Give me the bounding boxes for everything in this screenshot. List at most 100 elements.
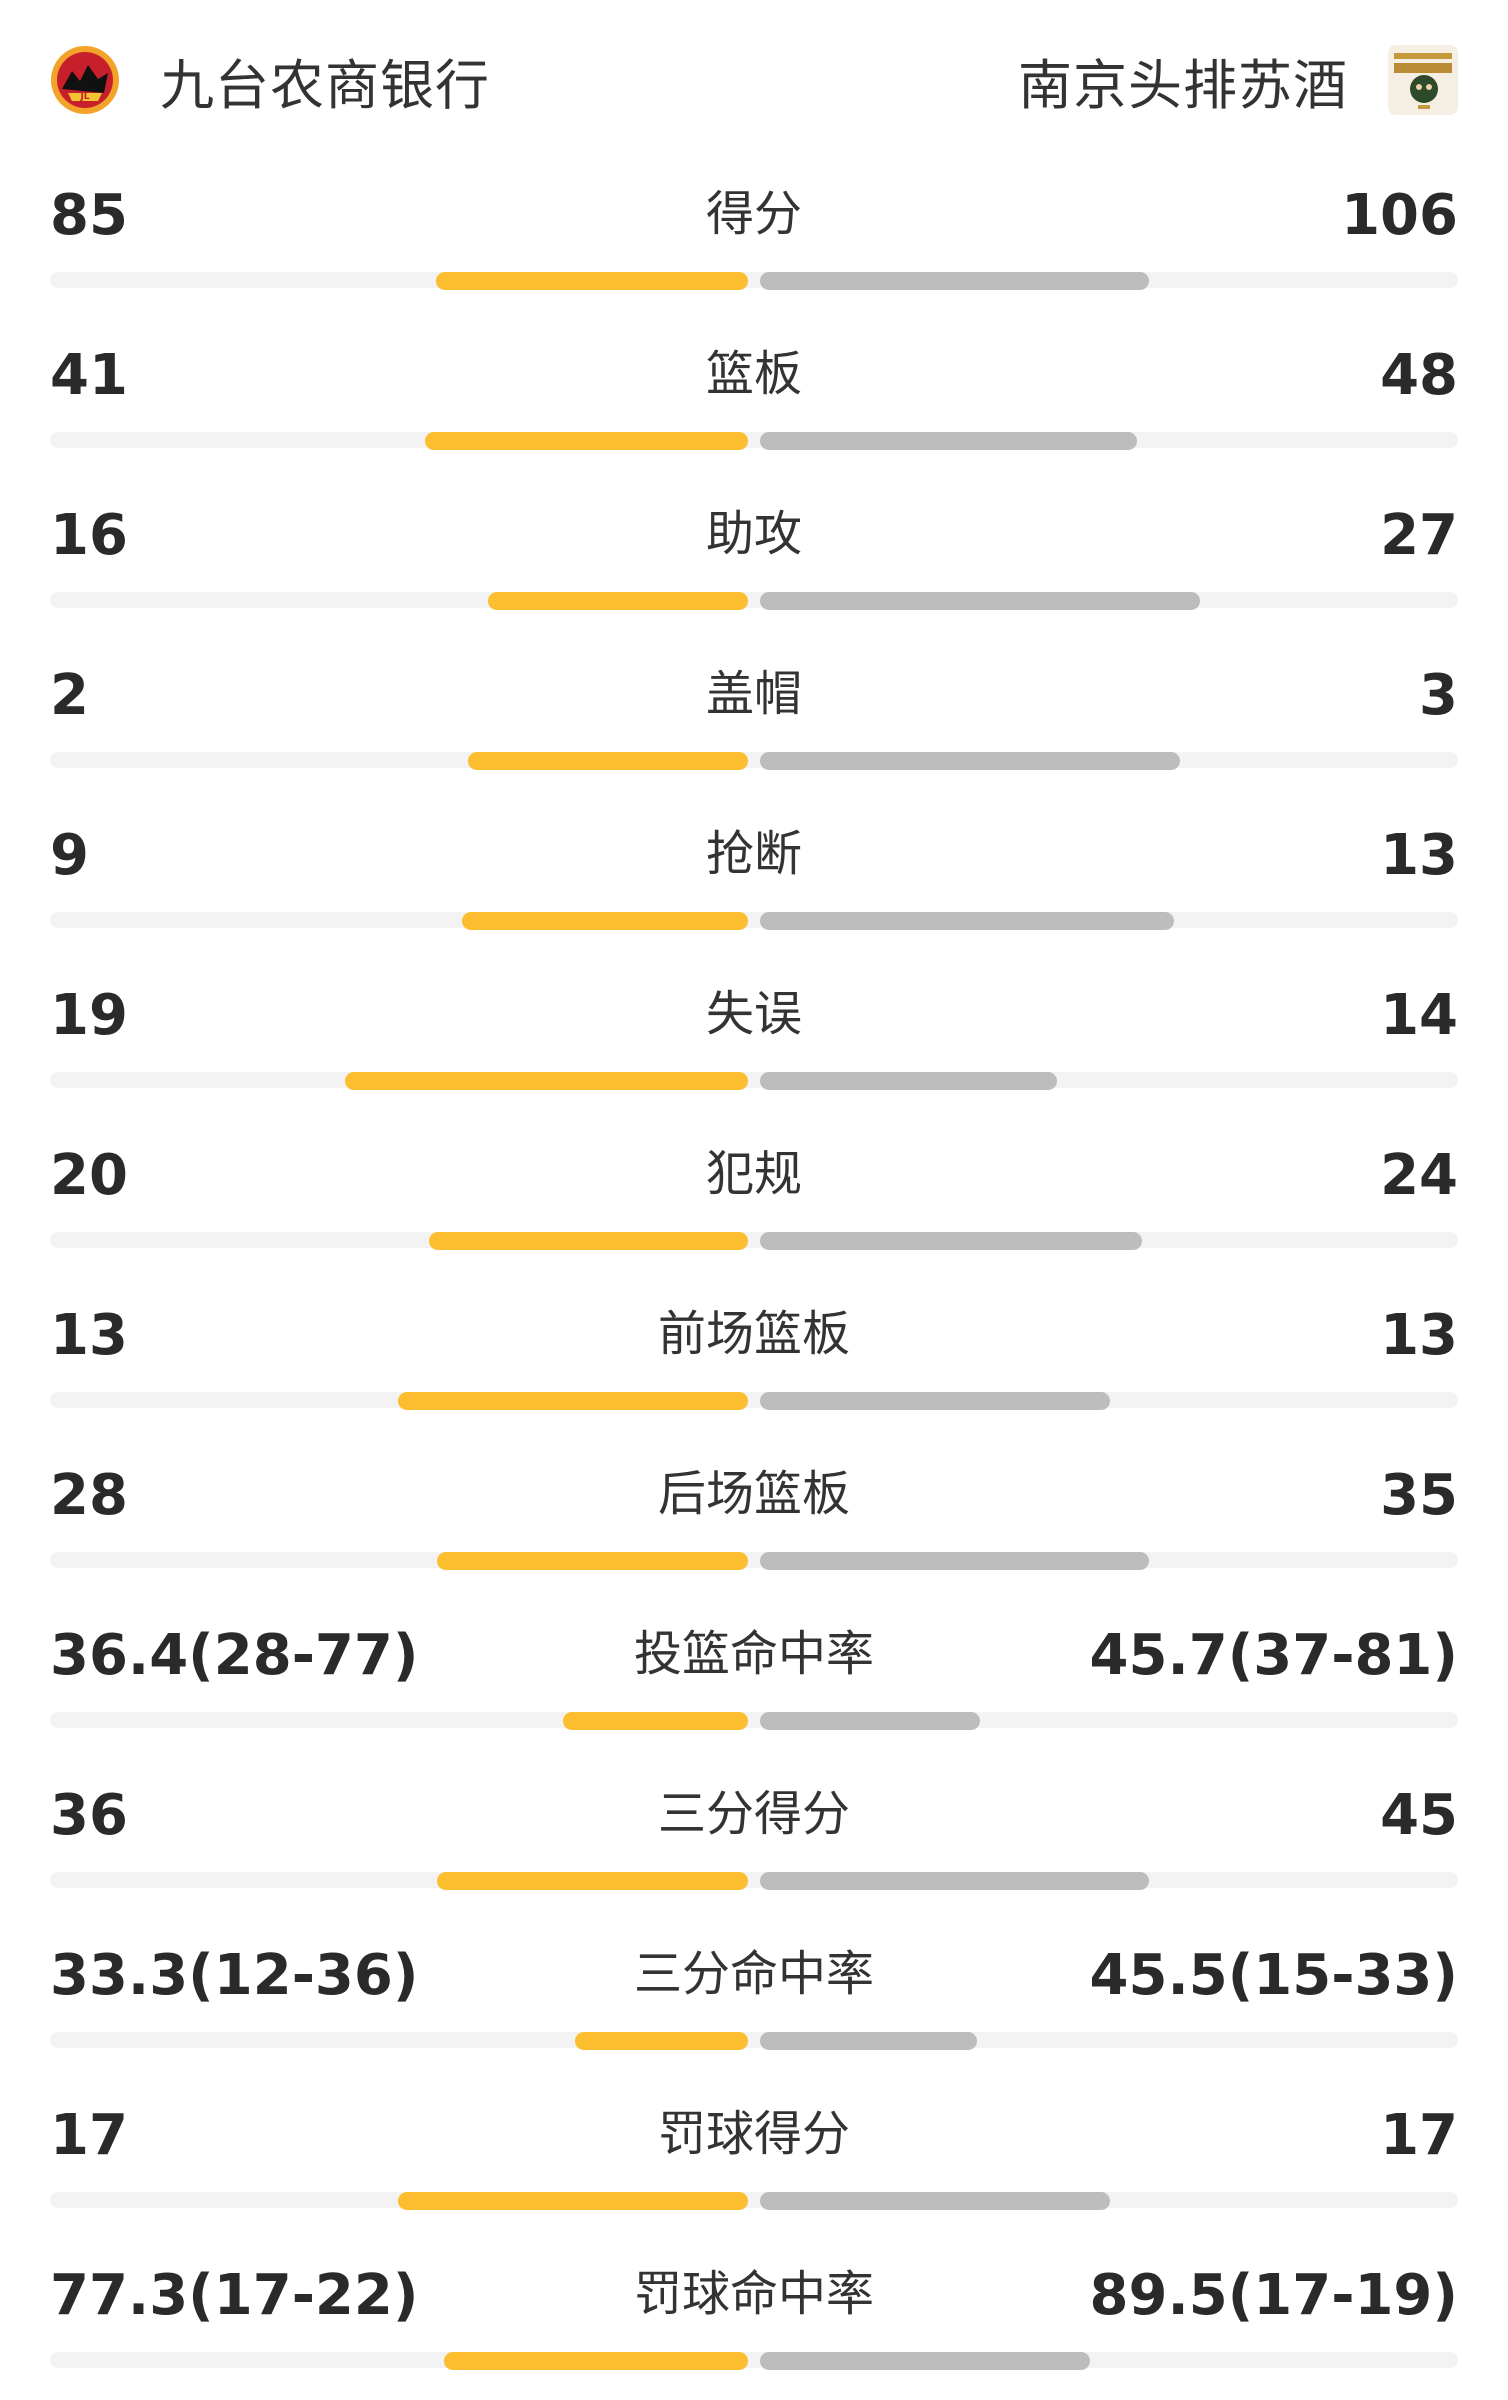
away-stat-value: 106 [1341,183,1458,248]
stat-row: 36.4(28-77) 投篮命中率 45.7(37-81) [0,1600,1508,1760]
stat-bar-track [50,912,1458,928]
away-stat-value: 17 [1380,2103,1458,2168]
stat-label: 罚球命中率 [633,2266,874,2322]
stat-bar-track [50,752,1458,768]
home-stat-value: 36.4(28-77) [50,1623,419,1688]
home-stat-bar [563,1712,748,1730]
stat-label: 后场篮板 [657,1466,850,1522]
stat-label: 抢断 [705,826,802,882]
stat-row: 17 罚球得分 17 [0,2080,1508,2240]
stat-label: 投篮命中率 [633,1626,874,1682]
stat-bar-track [50,1392,1458,1408]
away-stat-value: 13 [1380,1303,1458,1368]
stat-bar-track [50,2032,1458,2048]
away-stat-value: 48 [1380,343,1458,408]
away-stat-value: 89.5(17-19) [1089,2263,1458,2328]
stat-bar-track [50,1072,1458,1088]
home-stat-bar [462,912,748,930]
stat-bar-track [50,1712,1458,1728]
away-stat-bar [760,272,1149,290]
home-team-name: 九台农商银行 [160,53,490,117]
stat-row: 19 失误 14 [0,960,1508,1120]
away-stat-value: 13 [1380,823,1458,888]
stat-bar-track [50,432,1458,448]
stat-row: 2 盖帽 3 [0,640,1508,800]
team-header: JL 九台农商银行 南京头排苏酒 [0,0,1508,160]
away-stat-value: 45 [1380,1783,1458,1848]
home-stat-bar [345,1072,748,1090]
stat-row: 85 得分 106 [0,160,1508,320]
stat-row: 20 犯规 24 [0,1120,1508,1280]
away-stat-value: 3 [1419,663,1458,728]
stat-label: 前场篮板 [657,1306,850,1362]
home-stat-value: 20 [50,1143,128,1208]
home-stat-bar [468,752,748,770]
stat-row: 9 抢断 13 [0,800,1508,960]
stat-label: 得分 [705,186,802,242]
home-stat-bar [436,272,748,290]
stat-label: 失误 [705,986,802,1042]
away-stat-bar [760,2032,977,2050]
away-stat-bar [760,912,1174,930]
stat-row: 16 助攻 27 [0,480,1508,640]
away-stat-value: 14 [1380,983,1458,1048]
stat-bar-track [50,272,1458,288]
stat-label: 三分命中率 [633,1946,874,2002]
home-stat-value: 77.3(17-22) [50,2263,419,2328]
stat-label: 助攻 [705,506,802,562]
away-stat-value: 45.5(15-33) [1089,1943,1458,2008]
home-stat-bar [575,2032,748,2050]
away-stat-value: 45.7(37-81) [1089,1623,1458,1688]
stat-bar-track [50,2352,1458,2368]
stat-row: 28 后场篮板 35 [0,1440,1508,1600]
home-stat-value: 2 [50,663,89,728]
home-stat-value: 28 [50,1463,128,1528]
away-team[interactable]: 南京头排苏酒 [1018,38,1460,122]
home-stat-value: 85 [50,183,128,248]
monkey-kings-logo-icon [1388,45,1458,115]
away-stat-bar [760,1072,1057,1090]
stat-row: 33.3(12-36) 三分命中率 45.5(15-33) [0,1920,1508,2080]
away-stat-bar [760,752,1180,770]
away-stat-bar [760,1552,1149,1570]
stat-bar-track [50,1552,1458,1568]
stat-row: 41 篮板 48 [0,320,1508,480]
away-stat-bar [760,1232,1142,1250]
stat-label: 犯规 [705,1146,802,1202]
home-stat-value: 13 [50,1303,128,1368]
home-stat-bar [398,1392,748,1410]
home-team[interactable]: JL 九台农商银行 [48,38,490,122]
away-stat-bar [760,1392,1110,1410]
away-stat-bar [760,1712,980,1730]
away-stat-value: 27 [1380,503,1458,568]
stat-bar-track [50,1232,1458,1248]
stat-label: 三分得分 [657,1786,850,1842]
svg-text:JL: JL [79,92,89,102]
away-stat-bar [760,2192,1110,2210]
home-stat-value: 16 [50,503,128,568]
stat-bar-track [50,592,1458,608]
home-stat-bar [437,1872,748,1890]
away-stat-value: 24 [1380,1143,1458,1208]
home-stat-bar [398,2192,748,2210]
home-stat-value: 41 [50,343,128,408]
away-stat-bar [760,2352,1090,2370]
home-stat-value: 9 [50,823,89,888]
jilin-team-logo-icon: JL [51,46,119,114]
stat-row: 77.3(17-22) 罚球命中率 89.5(17-19) [0,2240,1508,2400]
home-stat-value: 19 [50,983,128,1048]
away-stat-bar [760,432,1137,450]
home-stat-value: 33.3(12-36) [50,1943,419,2008]
home-stat-bar [444,2352,748,2370]
stat-label: 盖帽 [705,666,802,722]
stat-bar-track [50,2192,1458,2208]
away-team-name: 南京头排苏酒 [1018,53,1348,117]
home-stat-bar [488,592,748,610]
away-stat-bar [760,1872,1149,1890]
stat-bar-track [50,1872,1458,1888]
stat-row: 36 三分得分 45 [0,1760,1508,1920]
home-stat-bar [425,432,748,450]
stat-label: 篮板 [705,346,802,402]
away-stat-value: 35 [1380,1463,1458,1528]
stat-label: 罚球得分 [657,2106,850,2162]
